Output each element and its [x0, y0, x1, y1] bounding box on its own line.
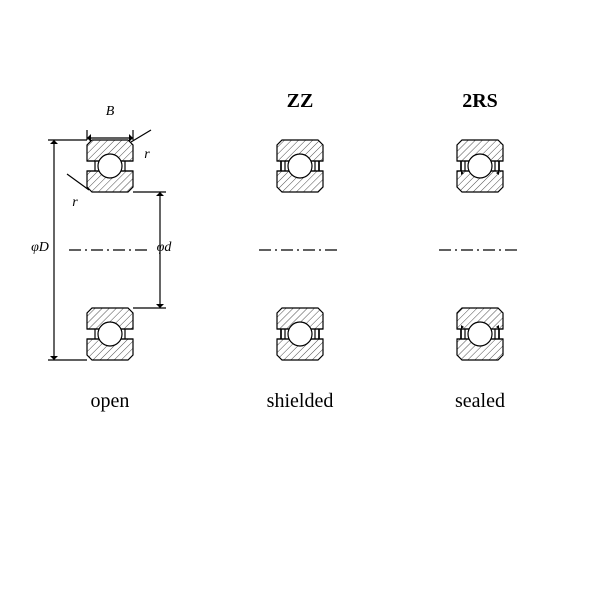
dim-r1-label: r	[140, 147, 154, 163]
shielded-type-label: shielded	[255, 390, 345, 413]
zz-type-top-label: ZZ	[270, 90, 330, 113]
dim-r2-label: r	[68, 195, 82, 211]
dim-D-label: φD	[26, 240, 54, 256]
dim-d-label: φd	[150, 240, 178, 256]
open-type-label: open	[70, 390, 150, 413]
rs-type-top-label: 2RS	[450, 90, 510, 113]
sealed-type-label: sealed	[445, 390, 515, 413]
dim-B-label: B	[100, 104, 120, 120]
